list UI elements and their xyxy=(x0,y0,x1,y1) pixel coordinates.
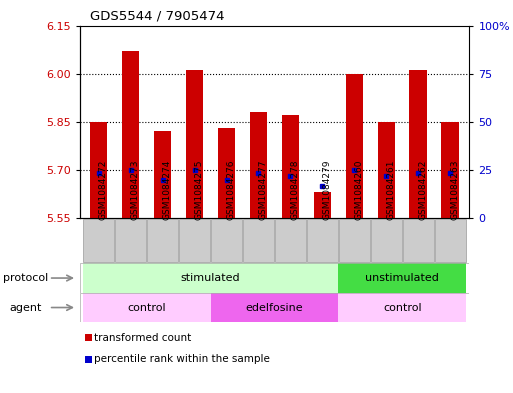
Bar xyxy=(378,122,395,218)
Text: transformed count: transformed count xyxy=(94,332,191,343)
Text: percentile rank within the sample: percentile rank within the sample xyxy=(94,354,270,364)
FancyBboxPatch shape xyxy=(83,219,114,263)
Text: GSM1084277: GSM1084277 xyxy=(259,160,267,220)
Text: stimulated: stimulated xyxy=(181,273,241,283)
Bar xyxy=(90,122,108,218)
Text: unstimulated: unstimulated xyxy=(365,273,439,283)
Bar xyxy=(186,70,203,218)
Text: agent: agent xyxy=(9,303,42,312)
Bar xyxy=(218,128,235,218)
Text: GSM1084263: GSM1084263 xyxy=(450,160,459,220)
FancyBboxPatch shape xyxy=(211,219,242,263)
FancyBboxPatch shape xyxy=(147,219,178,263)
FancyBboxPatch shape xyxy=(339,219,370,263)
Text: GSM1084278: GSM1084278 xyxy=(290,160,300,220)
FancyBboxPatch shape xyxy=(307,219,338,263)
Text: control: control xyxy=(383,303,422,312)
Bar xyxy=(83,263,339,293)
Bar xyxy=(83,293,210,322)
Text: GSM1084262: GSM1084262 xyxy=(418,160,427,220)
Text: GSM1084274: GSM1084274 xyxy=(163,160,172,220)
FancyBboxPatch shape xyxy=(115,219,146,263)
Text: protocol: protocol xyxy=(3,273,48,283)
Text: GSM1084276: GSM1084276 xyxy=(227,160,235,220)
FancyBboxPatch shape xyxy=(371,219,402,263)
Text: GSM1084273: GSM1084273 xyxy=(131,160,140,220)
FancyBboxPatch shape xyxy=(243,219,274,263)
Bar xyxy=(313,193,331,218)
Text: GSM1084272: GSM1084272 xyxy=(98,160,108,220)
Text: GDS5544 / 7905474: GDS5544 / 7905474 xyxy=(90,10,224,23)
Bar xyxy=(441,122,459,218)
Bar xyxy=(282,116,299,218)
Bar xyxy=(122,51,140,218)
Text: GSM1084279: GSM1084279 xyxy=(322,160,331,220)
FancyBboxPatch shape xyxy=(275,219,306,263)
Text: GSM1084261: GSM1084261 xyxy=(386,160,396,220)
FancyBboxPatch shape xyxy=(403,219,433,263)
Bar xyxy=(154,131,171,218)
Bar xyxy=(346,73,363,218)
Text: GSM1084275: GSM1084275 xyxy=(194,160,204,220)
Text: control: control xyxy=(127,303,166,312)
Bar xyxy=(339,263,466,293)
Bar xyxy=(339,293,466,322)
FancyBboxPatch shape xyxy=(179,219,210,263)
Text: edelfosine: edelfosine xyxy=(246,303,303,312)
Bar xyxy=(409,70,427,218)
FancyBboxPatch shape xyxy=(435,219,466,263)
Text: GSM1084260: GSM1084260 xyxy=(354,160,363,220)
Bar xyxy=(210,293,339,322)
Bar xyxy=(250,112,267,218)
